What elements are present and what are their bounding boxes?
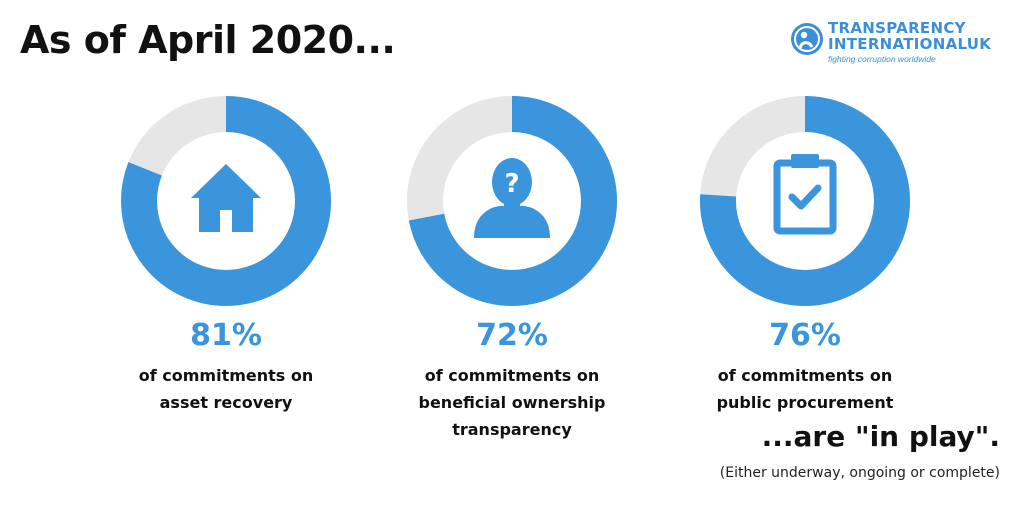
footnote: (Either underway, ongoing or complete) bbox=[719, 465, 1000, 481]
logo-tagline: fighting corruption worldwide bbox=[828, 54, 936, 64]
stat-description-line: transparency bbox=[452, 420, 572, 439]
stat-public-procurement: 76% of commitments on public procurement bbox=[655, 96, 955, 416]
donut-arc bbox=[121, 96, 331, 306]
stat-description: of commitments on asset recovery bbox=[76, 362, 376, 416]
stat-percent: 76% bbox=[769, 318, 841, 353]
transparency-international-logo: TRANSPARENCY INTERNATIONALUK fighting co… bbox=[790, 20, 1015, 68]
page-title: As of April 2020... bbox=[20, 18, 396, 62]
house-icon bbox=[191, 164, 261, 232]
stat-description: of commitments on beneficial ownership t… bbox=[362, 362, 662, 443]
donut-arc bbox=[700, 96, 910, 306]
stat-description-line: beneficial ownership bbox=[418, 393, 606, 412]
stat-description-line: of commitments on bbox=[424, 366, 600, 385]
stat-description-line: of commitments on bbox=[138, 366, 314, 385]
logo-line-2: INTERNATIONALUK bbox=[828, 35, 992, 53]
stat-beneficial-ownership: ? 72% of commitments on beneficial owner… bbox=[362, 96, 662, 443]
stat-percent: 81% bbox=[190, 318, 262, 353]
donut-arc bbox=[407, 96, 617, 306]
stat-description: of commitments on public procurement bbox=[655, 362, 955, 416]
globe-icon bbox=[791, 23, 823, 55]
clipboard-check-icon bbox=[773, 154, 837, 235]
stat-description-line: of commitments on bbox=[717, 366, 893, 385]
person-question-icon: ? bbox=[474, 158, 550, 238]
stat-description-line: asset recovery bbox=[159, 393, 293, 412]
in-play-headline: ...are "in play". bbox=[761, 420, 1000, 453]
logo-line-1: TRANSPARENCY bbox=[828, 19, 966, 37]
stat-percent: 72% bbox=[476, 318, 548, 353]
svg-text:?: ? bbox=[504, 169, 519, 199]
donut-chart bbox=[700, 96, 910, 306]
stat-asset-recovery: 81% of commitments on asset recovery bbox=[76, 96, 376, 416]
donut-chart: ? bbox=[407, 96, 617, 306]
stat-description-line: public procurement bbox=[716, 393, 894, 412]
donut-chart bbox=[121, 96, 331, 306]
